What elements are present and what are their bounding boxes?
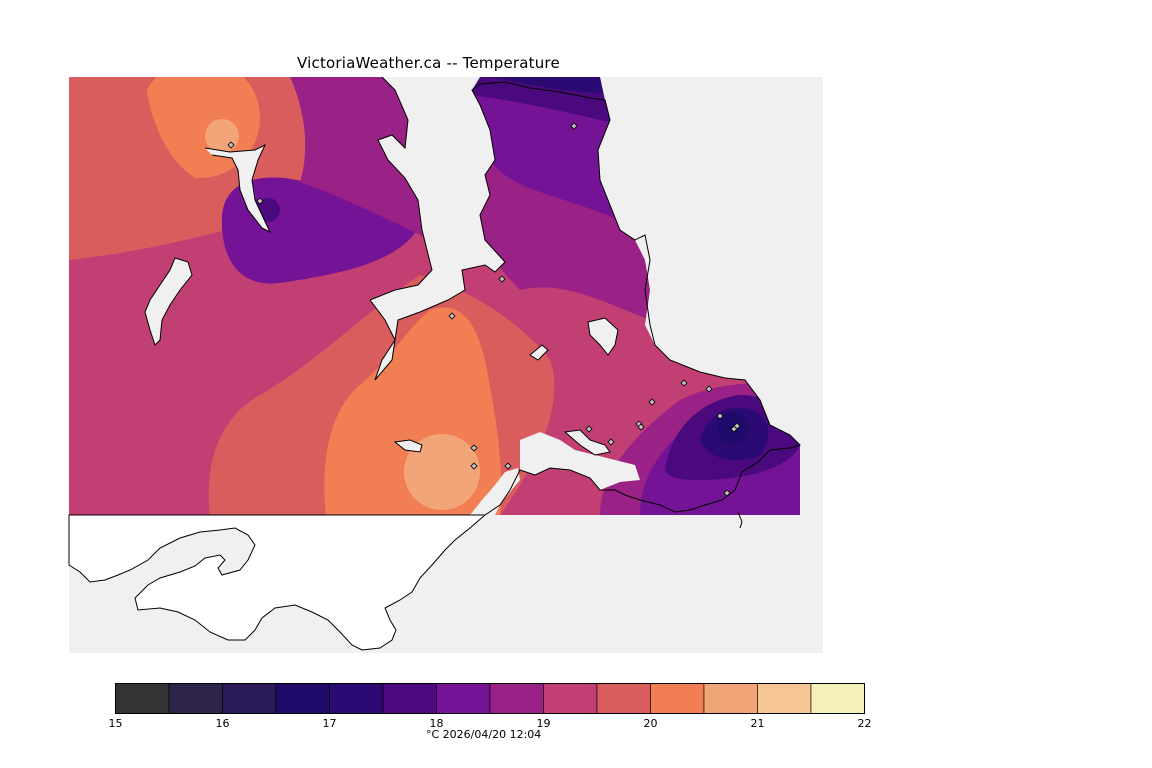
map-title: VictoriaWeather.ca -- Temperature (297, 54, 560, 72)
station-marker (637, 423, 645, 431)
legend-swatch (382, 683, 437, 714)
coastlines (144, 77, 801, 529)
temperature-field (69, 77, 823, 515)
station-marker (227, 141, 235, 149)
station-marker (585, 425, 593, 433)
legend-swatch (543, 683, 598, 714)
station-markers (227, 122, 741, 497)
legend-tick-label: 17 (323, 717, 337, 730)
station-marker (504, 462, 512, 470)
station-marker (256, 197, 264, 205)
legend-swatches (115, 683, 865, 714)
station-marker (723, 489, 731, 497)
legend-tick-label: 21 (751, 717, 765, 730)
station-marker (648, 398, 656, 406)
legend-frame (115, 683, 865, 714)
station-marker (498, 275, 506, 283)
legend-caption: °C 2026/04/20 12:04 (426, 728, 542, 741)
legend-swatch (489, 683, 544, 714)
legend-swatch (596, 683, 651, 714)
legend-swatch (115, 683, 170, 714)
unmapped-land (68, 514, 487, 651)
station-marker (716, 412, 724, 420)
legend-swatch (436, 683, 491, 714)
station-marker (730, 425, 738, 433)
legend-swatch (222, 683, 277, 714)
legend-tick-label: 16 (216, 717, 230, 730)
legend-ticks: 15 16 17 18 19 20 21 22 (109, 717, 872, 730)
legend-tick-label: 19 (537, 717, 551, 730)
legend-swatch (703, 683, 758, 714)
station-marker (470, 444, 478, 452)
station-marker (470, 462, 478, 470)
station-marker (607, 438, 615, 446)
legend-tick-label: 22 (858, 717, 872, 730)
station-marker (680, 379, 688, 387)
station-marker (570, 122, 578, 130)
legend-tick-label: 18 (430, 717, 444, 730)
legend-swatch (329, 683, 384, 714)
station-marker (705, 385, 713, 393)
legend-swatch (757, 683, 812, 714)
legend-swatch (810, 683, 865, 714)
legend-swatch (275, 683, 330, 714)
legend-tick-label: 15 (109, 717, 123, 730)
legend-tick-label: 20 (644, 717, 658, 730)
legend-swatch (168, 683, 223, 714)
station-marker (448, 312, 456, 320)
legend-swatch (650, 683, 705, 714)
